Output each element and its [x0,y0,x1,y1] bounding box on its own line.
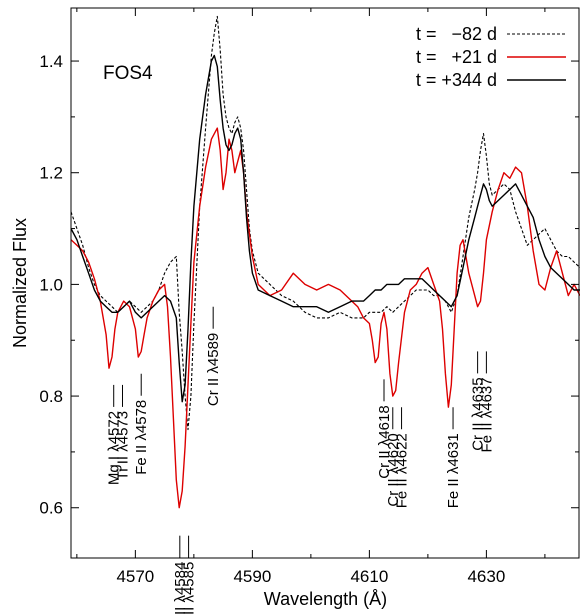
annotation-label: Cr II λ4620 [385,433,402,506]
x-axis-label: Wavelength (Å) [264,589,387,609]
legend-label: t = +344 d [416,70,497,90]
series-line-2 [71,54,580,403]
series-line-0 [71,15,580,431]
legend: t = −82 d t = +21 d t = +344 d [416,24,566,90]
annotation-label: Fe II λ4631 [445,433,462,508]
y-tick-label: 1.4 [39,52,63,71]
annotation-label: Fe II λ4578 [133,400,150,475]
annotation-label: Ti II λ4573 [114,411,131,480]
panel-label: FOS4 [103,63,153,84]
annotation-label: Fe II λ4637 [478,377,495,452]
y-tick-label: 1.2 [39,164,63,183]
y-tick-label: 0.8 [39,387,63,406]
annotation-label: Fe II λ4585 [181,562,198,614]
y-axis-label: Normalized Flux [10,218,30,348]
legend-label: t = +21 d [416,47,497,67]
plot-frame [70,7,580,559]
annotation-label: Cr II λ4618 [376,405,393,478]
legend-label: t = −82 d [416,24,497,44]
annotation-label: Cr II λ4635 [470,377,487,450]
plot-area [71,15,580,509]
y-tick-label: 1.0 [39,275,63,294]
annotation-label: Fe II λ4584 [172,562,189,614]
annotation-label: Fe II λ4622 [394,433,411,508]
y-tick-label: 0.6 [39,499,63,518]
x-tick-label: 4610 [350,567,388,586]
x-tick-label: 4590 [233,567,271,586]
annotation-label: Cr II λ4589 [205,333,222,406]
annotation-label: Mg I λ4572 [106,411,123,485]
series-line-1 [71,127,580,509]
x-tick-label: 4570 [116,567,154,586]
axes: 4570 4590 4610 4630 0.6 0.8 1.0 1.2 1.4 [39,8,579,586]
x-tick-label: 4630 [467,567,505,586]
